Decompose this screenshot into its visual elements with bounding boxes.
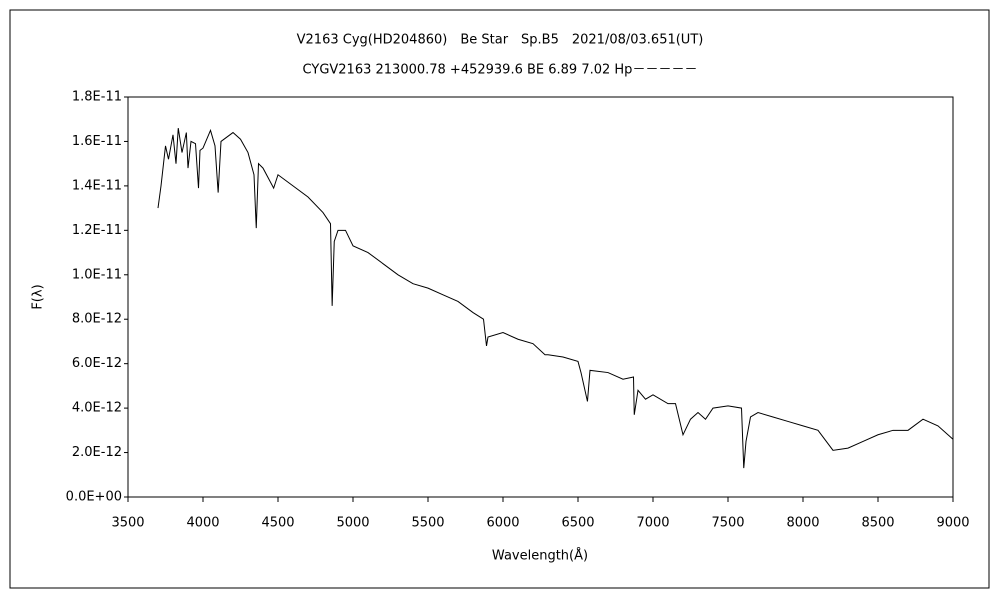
- y-tick-label: 2.0E-12: [72, 445, 122, 460]
- x-tick-label: 4500: [261, 516, 294, 531]
- x-tick-label: 4000: [186, 516, 219, 531]
- x-tick-label: 9000: [936, 516, 969, 531]
- chart-title: V2163 Cyg(HD204860) Be Star Sp.B5 2021/0…: [297, 33, 704, 48]
- y-tick-label: 1.8E-11: [72, 90, 122, 105]
- y-tick-label: 1.2E-11: [72, 223, 122, 238]
- y-tick-label: 6.0E-12: [72, 356, 122, 371]
- y-tick-label: 4.0E-12: [72, 401, 122, 416]
- y-tick-label: 0.0E+00: [66, 490, 122, 505]
- x-axis-label: Wavelength(Å): [492, 548, 588, 564]
- plot-area: [127, 96, 954, 498]
- spectrum-line: [157, 128, 954, 469]
- y-tick-label: 8.0E-12: [72, 312, 122, 327]
- x-tick-label: 3500: [111, 516, 144, 531]
- x-tick-label: 8000: [786, 516, 819, 531]
- x-tick-label: 5500: [411, 516, 444, 531]
- y-tick-label: 1.6E-11: [72, 134, 122, 149]
- chart-frame: [9, 9, 990, 589]
- x-tick-label: 6500: [561, 516, 594, 531]
- x-tick-label: 5000: [336, 516, 369, 531]
- x-tick-label: 7500: [711, 516, 744, 531]
- x-tick-label: 6000: [486, 516, 519, 531]
- y-axis-label: F(λ): [31, 284, 46, 309]
- x-tick-label: 7000: [636, 516, 669, 531]
- y-tick-label: 1.4E-11: [72, 178, 122, 193]
- x-tick-label: 8500: [861, 516, 894, 531]
- chart-subtitle: CYGV2163 213000.78 +452939.6 BE 6.89 7.0…: [303, 63, 698, 78]
- y-tick-label: 1.0E-11: [72, 267, 122, 282]
